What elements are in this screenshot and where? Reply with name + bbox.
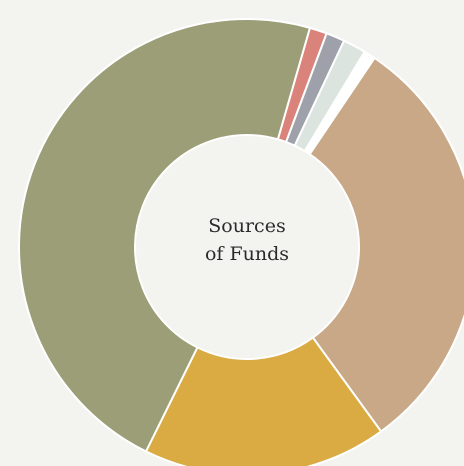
donut-hole (136, 136, 358, 358)
donut-slice-1 (308, 56, 464, 433)
center-title-line-2: of Funds (204, 243, 290, 265)
chart-center-title: Sources of Funds (172, 212, 322, 268)
center-title-line-1: Sources (208, 215, 286, 237)
donut-slice-7 (303, 50, 376, 156)
donut-slice-2 (144, 336, 383, 466)
donut-slice-3 (18, 18, 312, 453)
